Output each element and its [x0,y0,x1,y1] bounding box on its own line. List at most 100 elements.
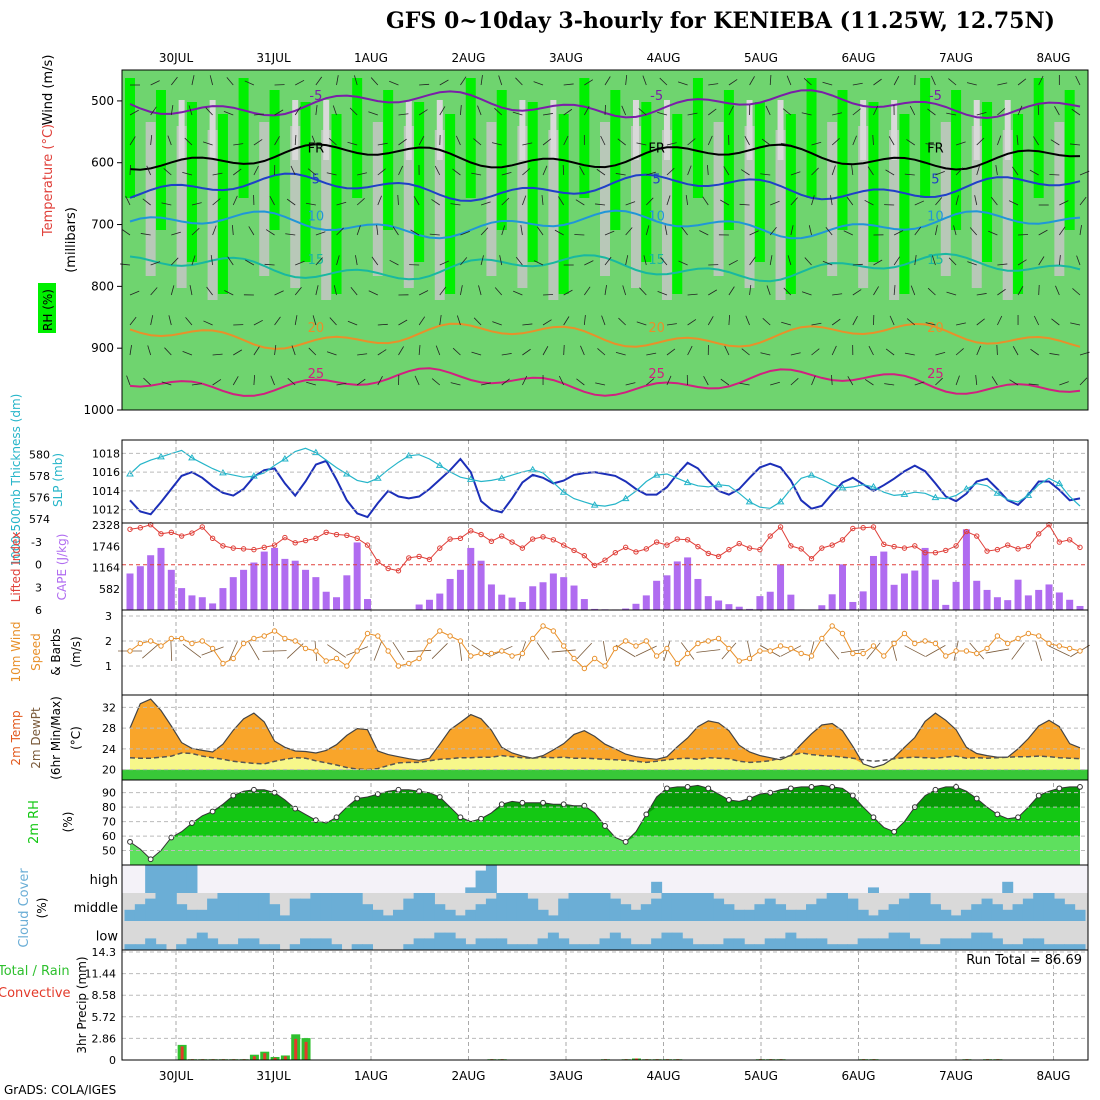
cloud-bar [310,938,322,950]
wind-barb [927,287,936,296]
wind-barb [392,226,399,236]
temp-base-band [122,769,1088,780]
precip-convective-bar [283,1056,287,1060]
rh2m-marker [891,828,898,835]
date-label-top: 31JUL [256,51,291,65]
wind-barb [121,228,131,236]
lifted-index-marker [550,537,557,543]
lifted-index-marker [674,536,680,542]
lifted-index-marker [385,565,391,572]
cape-bar [539,582,547,610]
wind-barb [563,83,574,86]
cape-bar [694,578,702,610]
rh-band-very-dry [519,100,526,160]
cape-bar [322,591,330,610]
temp-area [130,699,1080,770]
wind-barb [615,173,626,176]
cloud-bar [806,904,818,921]
cloud-bar [465,944,477,950]
wind-barb [975,375,978,386]
lifted-index-tick-label: 3 [35,581,42,594]
wind-barb [439,106,446,116]
wind-barb [543,294,554,296]
wind-barb [295,79,305,86]
wind-barb [203,320,213,326]
rh2m-marker [953,783,959,790]
wind-barb [681,226,688,236]
lifted-index-marker [715,553,722,560]
wind-barb [308,347,317,356]
cloud-bar [124,909,136,921]
wind-barb [781,321,791,326]
cloud-bar [516,893,528,921]
wind-speed-marker [963,648,970,654]
wind-speed-marker [354,648,360,654]
wind-barb [996,344,998,356]
cape-bar [126,573,134,610]
cape-bar [446,578,454,610]
isotherm-label: 15 [927,253,944,268]
wind-speed-marker [189,640,195,647]
wind-barb [492,321,502,326]
wind-barb [168,315,172,326]
wind-barb [749,256,756,266]
cloud-bar [289,898,301,921]
wind-barb [761,138,771,146]
cape-bar [1045,584,1053,610]
lifted-index-marker [705,550,711,557]
wind-barb [969,227,978,236]
wind-barb [290,165,296,176]
wind-speed-marker [302,645,309,652]
cloud-bar [485,865,497,893]
wind-barb [209,75,213,86]
lifted-index-marker [953,543,959,549]
wind-barb [356,225,361,236]
thickness-marker [900,490,909,497]
cloud-bar [960,938,972,950]
cloud-bar [589,893,601,921]
lifted-index-marker [313,535,319,542]
wind-barb [666,167,675,176]
lifted-index-marker [261,544,267,551]
wind-barb [328,138,337,146]
wind-barb [831,318,841,326]
wind-barb [584,286,591,296]
wind-barb [224,290,234,296]
cloud-bar [1053,898,1065,921]
wind-barb [150,261,161,266]
wind-barb [563,316,570,326]
wind-barb [501,353,512,356]
wind-speed-marker [416,655,422,662]
lifted-index-marker [189,530,195,536]
cloud-bar [300,898,312,921]
thickness-marker [435,461,444,468]
wind-barb [925,322,936,326]
wind-barb [452,168,461,176]
cloud-bar [744,944,756,950]
wind-barb [460,257,468,266]
cape-bar [983,589,991,610]
wind-barb [864,199,874,206]
wind-barb [666,375,672,386]
wind-barb [212,172,223,176]
wind-barb [542,113,553,116]
wind-speed-marker [220,660,226,667]
lifted-index-marker [540,534,546,540]
wind-barb [1038,256,1045,266]
lifted-index-line [129,523,1081,572]
wind-barb [329,317,337,326]
surface-wind-barb [182,643,202,659]
wind-speed-marker [912,640,918,647]
wind-barb [728,79,738,86]
surface-wind-barb [431,643,448,659]
wind-barb [830,195,833,206]
wind-barb [306,381,316,386]
isotherm-label: 15 [308,253,325,268]
wind-barb [666,195,671,206]
wind-axis-title-3: & Barbs [49,628,63,676]
wind-barb [576,378,585,386]
wind-barb [739,382,750,386]
cloud-bar [196,932,208,950]
wind-barb [852,289,862,296]
wind-speed-marker [509,653,515,659]
